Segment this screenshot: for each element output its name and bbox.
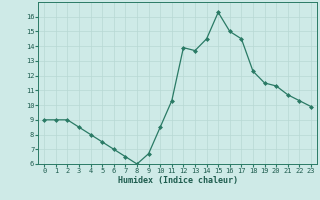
X-axis label: Humidex (Indice chaleur): Humidex (Indice chaleur) <box>118 176 238 185</box>
